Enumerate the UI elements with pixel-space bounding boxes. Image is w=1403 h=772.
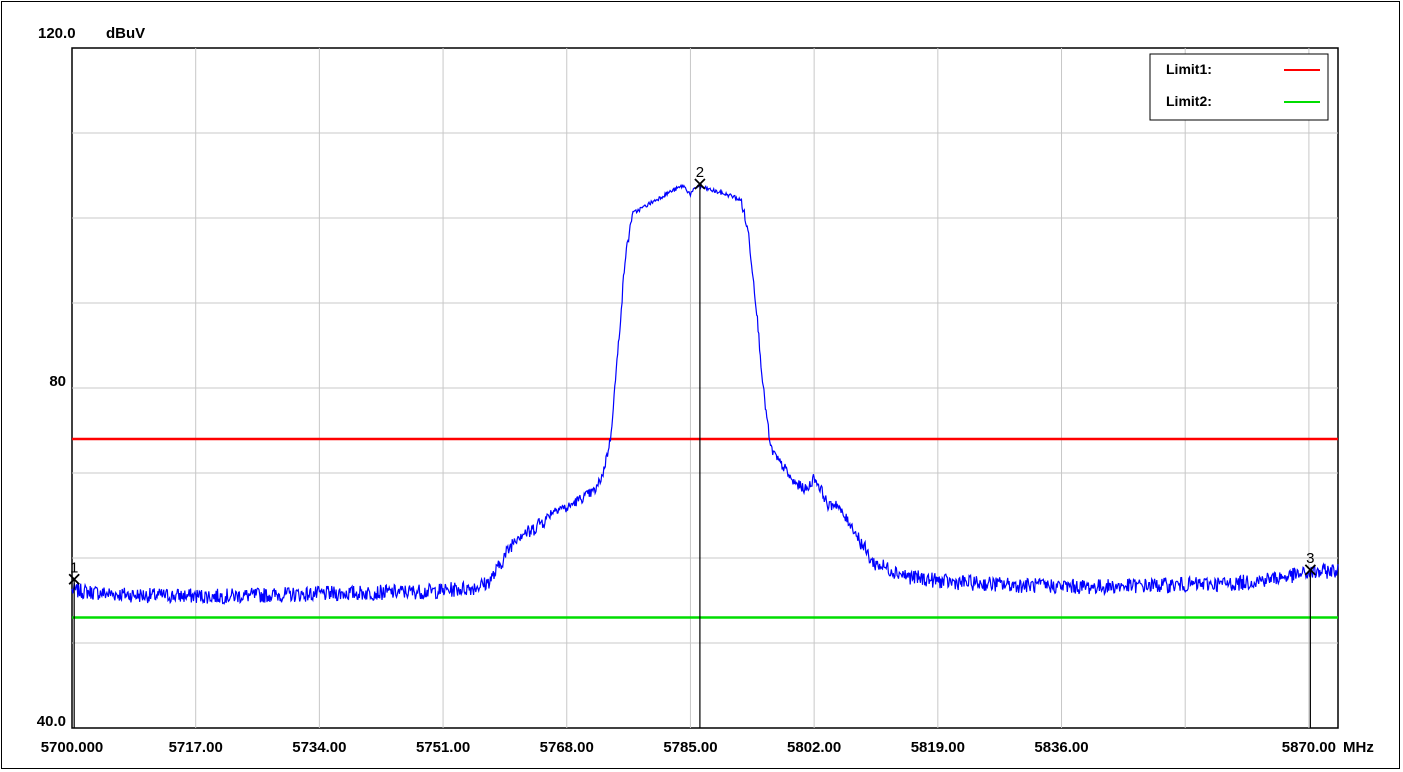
markers-group: 1 2 3 bbox=[68, 164, 1316, 728]
legend-box bbox=[1149, 53, 1329, 121]
legend: Limit1: Limit2: bbox=[1149, 53, 1329, 121]
y-tick-label: 80 bbox=[49, 373, 66, 390]
x-tick-label: 5870.00 bbox=[1282, 739, 1336, 756]
x-tick-label: 5700.000 bbox=[41, 739, 104, 756]
spectrum-trace bbox=[71, 183, 1339, 605]
x-tick-label: 5819.00 bbox=[911, 739, 965, 756]
y-top-label: 120.0 bbox=[38, 25, 76, 42]
legend-limit2-label: Limit2: bbox=[1166, 93, 1212, 109]
limit-lines bbox=[72, 437, 1338, 619]
x-tick-label: 5751.00 bbox=[416, 739, 470, 756]
axis-labels: 120.0 dBuV MHz 5700.000 5717.00 5734.00 575… bbox=[37, 25, 1374, 756]
y-unit-label: dBuV bbox=[106, 25, 145, 42]
grid-lines bbox=[72, 48, 1338, 728]
x-tick-label: 5717.00 bbox=[169, 739, 223, 756]
x-tick-label: 5802.00 bbox=[787, 739, 841, 756]
marker-1-cross bbox=[68, 573, 80, 585]
x-tick-label: 5785.00 bbox=[663, 739, 717, 756]
trace-group bbox=[71, 183, 1339, 605]
marker-1-label: 1 bbox=[70, 559, 78, 576]
marker-2-label: 2 bbox=[696, 164, 704, 181]
x-tick-label: 5734.00 bbox=[292, 739, 346, 756]
x-tick-label: 5836.00 bbox=[1034, 739, 1088, 756]
marker-3-cross bbox=[1304, 564, 1316, 576]
marker-2-cross bbox=[694, 178, 706, 190]
legend-limit1-label: Limit1: bbox=[1166, 61, 1212, 77]
x-tick-label: 5768.00 bbox=[540, 739, 594, 756]
x-unit-label: MHz bbox=[1343, 739, 1374, 756]
marker-3-label: 3 bbox=[1306, 550, 1314, 567]
y-tick-label: 40.0 bbox=[37, 713, 66, 730]
